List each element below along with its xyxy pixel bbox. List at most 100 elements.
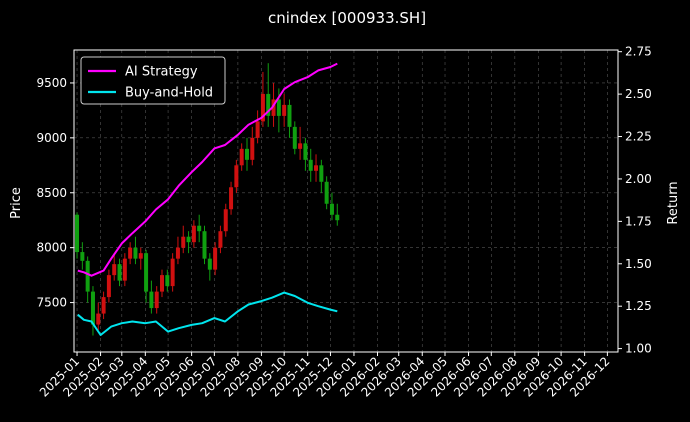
candlestick — [329, 192, 334, 221]
candle-body — [191, 225, 196, 243]
candle-body — [207, 258, 212, 270]
candle-body — [292, 126, 297, 149]
candlestick — [138, 247, 143, 270]
candle-body — [75, 214, 80, 253]
candlestick — [154, 286, 159, 314]
legend-label: AI Strategy — [125, 65, 198, 80]
y-axis-label: Price — [9, 187, 24, 219]
y2-axis-label: Return — [666, 181, 681, 224]
plot-frame — [73, 49, 619, 353]
candlestick — [191, 220, 196, 248]
candlestick — [133, 236, 138, 265]
candle-body — [260, 93, 265, 122]
candle-body — [112, 264, 117, 276]
candle-body — [122, 258, 127, 281]
candle-body — [244, 148, 249, 160]
candle-body — [144, 253, 149, 292]
candlestick — [282, 93, 287, 127]
y2-tick-label: 2.50 — [625, 87, 652, 101]
candle-body — [287, 104, 292, 127]
candle-body — [101, 297, 106, 314]
candlestick — [308, 148, 313, 182]
candlestick — [101, 291, 106, 320]
series-line-buy-and-hold — [77, 291, 338, 336]
candlestick — [223, 203, 228, 237]
legend-label: Buy-and-Hold — [125, 86, 213, 101]
candlestick — [160, 269, 165, 298]
candle-body — [170, 258, 175, 287]
candlestick — [244, 137, 249, 171]
candlestick — [175, 236, 180, 265]
candle-body — [186, 236, 191, 243]
candle-body — [234, 165, 239, 188]
candlestick — [234, 159, 239, 193]
y-tick-label: 9500 — [36, 76, 67, 90]
candle-body — [128, 247, 133, 259]
series-line-ai-strategy — [77, 62, 338, 277]
candle-body — [80, 252, 85, 261]
candlestick — [117, 258, 122, 287]
candle-body — [229, 187, 234, 210]
candle-body — [85, 260, 90, 292]
y2-tick-label: 2.75 — [625, 45, 652, 59]
candlestick — [218, 225, 223, 254]
candlestick — [170, 253, 175, 292]
y-tick-label: 9000 — [36, 131, 67, 145]
y2-tick-label: 1.75 — [625, 214, 652, 228]
candle-body — [133, 247, 138, 259]
candle-body — [138, 253, 143, 259]
candlestick — [292, 121, 297, 155]
candle-body — [202, 231, 207, 259]
candlestick — [303, 137, 308, 171]
candlestick — [250, 126, 255, 166]
candlestick — [186, 231, 191, 254]
candlestick — [90, 286, 95, 336]
chart-title: cnindex [000933.SH] — [268, 9, 426, 27]
y-tick-label: 8000 — [36, 241, 67, 255]
candle-body — [181, 236, 186, 248]
candle-body — [106, 275, 111, 298]
candle-body — [90, 291, 95, 325]
candlestick — [213, 242, 218, 276]
candle-body — [276, 99, 281, 116]
candlestick — [197, 214, 202, 243]
candle-body — [218, 231, 223, 248]
candlestick — [319, 159, 324, 193]
candlestick — [122, 253, 127, 287]
candlestick — [85, 256, 90, 303]
candlestick — [314, 154, 319, 182]
y2-tick-label: 1.50 — [625, 257, 652, 271]
candlestick — [298, 126, 303, 160]
candle-body — [117, 264, 122, 281]
candle-body — [165, 275, 170, 287]
y2-tick-label: 2.00 — [625, 172, 652, 186]
candlestick — [207, 253, 212, 281]
candlestick — [80, 242, 85, 270]
candle-body — [303, 143, 308, 160]
candle-body — [266, 93, 271, 116]
candlestick — [181, 225, 186, 254]
candlestick — [335, 203, 340, 226]
candlestick — [324, 176, 329, 210]
candle-body — [335, 214, 340, 221]
candle-body — [308, 159, 313, 171]
candle-body — [282, 104, 287, 116]
candlestick — [239, 143, 244, 171]
candlestick — [287, 99, 292, 138]
candlestick — [96, 302, 101, 331]
candle-body — [271, 99, 276, 116]
y2-tick-label: 1.25 — [625, 299, 652, 313]
candle-body — [160, 275, 165, 292]
candlestick — [202, 225, 207, 265]
candle-body — [239, 148, 244, 166]
candle-body — [175, 247, 180, 259]
candle-body — [329, 203, 334, 215]
y2-tick-label: 2.25 — [625, 130, 652, 144]
candle-body — [298, 143, 303, 149]
candlesticks — [75, 63, 340, 336]
candle-body — [154, 291, 159, 309]
candlestick — [106, 269, 111, 303]
candle-body — [324, 181, 329, 204]
candle-body — [314, 165, 319, 171]
